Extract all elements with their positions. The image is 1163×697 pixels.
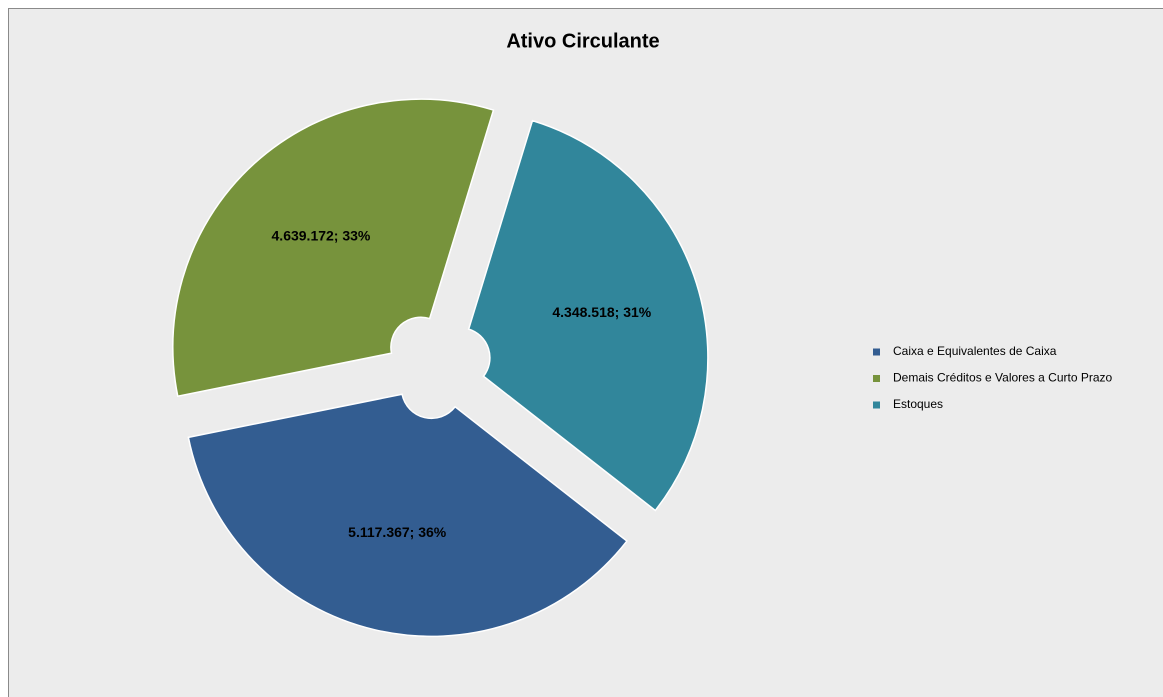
- chart-title: Ativo Circulante: [506, 30, 659, 52]
- pie-slice: [172, 98, 495, 398]
- data-label: 4.639.172; 33%: [272, 228, 371, 244]
- data-label: 5.117.367; 36%: [348, 524, 447, 540]
- pie-slice: [187, 393, 628, 638]
- legend-marker: [873, 348, 880, 356]
- legend-label: Estoques: [893, 397, 943, 411]
- data-label: 4.348.518; 31%: [552, 304, 651, 320]
- legend-label: Demais Créditos e Valores a Curto Prazo: [893, 371, 1113, 385]
- legend-marker: [873, 375, 880, 382]
- legend-label: Caixa e Equivalentes de Caixa: [893, 344, 1057, 358]
- pie-slice: [467, 119, 709, 512]
- legend-marker: [873, 401, 880, 409]
